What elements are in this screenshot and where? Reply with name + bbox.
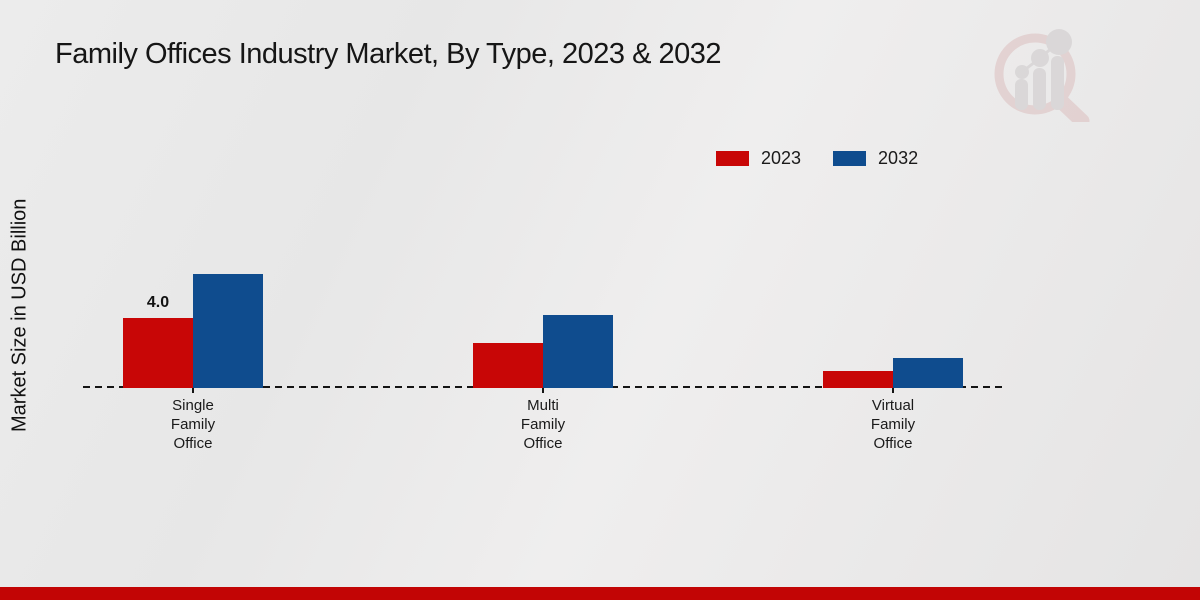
legend-label: 2032: [878, 148, 919, 168]
legend-swatch-icon: [833, 151, 867, 166]
x-axis-tick: [892, 388, 894, 393]
category-label: Virtual Family Office: [870, 397, 916, 452]
x-axis-tick: [192, 388, 194, 393]
value-label-2023-1: 4.0: [146, 294, 170, 311]
market-research-logo-icon: [994, 29, 1090, 122]
chart-title: Family Offices Industry Market, By Type,…: [55, 38, 722, 70]
legend-label: 2023: [761, 148, 802, 168]
x-axis-tick: [542, 388, 544, 393]
bottom-accent-bar: [0, 587, 1200, 600]
bar-2032-1: [193, 274, 263, 388]
category-label: Single Family Office: [170, 397, 216, 452]
bar-2032-3: [893, 358, 963, 388]
legend: 2023 2032: [716, 148, 918, 169]
bar-2023-2: [473, 342, 543, 388]
legend-swatch-icon: [716, 151, 749, 166]
legend-item-2032: 2032: [833, 148, 918, 169]
bar-2023-3: [823, 370, 893, 388]
bar-2023-1: [123, 318, 193, 388]
category-label: Multi Family Office: [520, 397, 566, 452]
bar-2032-2: [543, 314, 613, 388]
legend-item-2023: 2023: [716, 148, 801, 169]
